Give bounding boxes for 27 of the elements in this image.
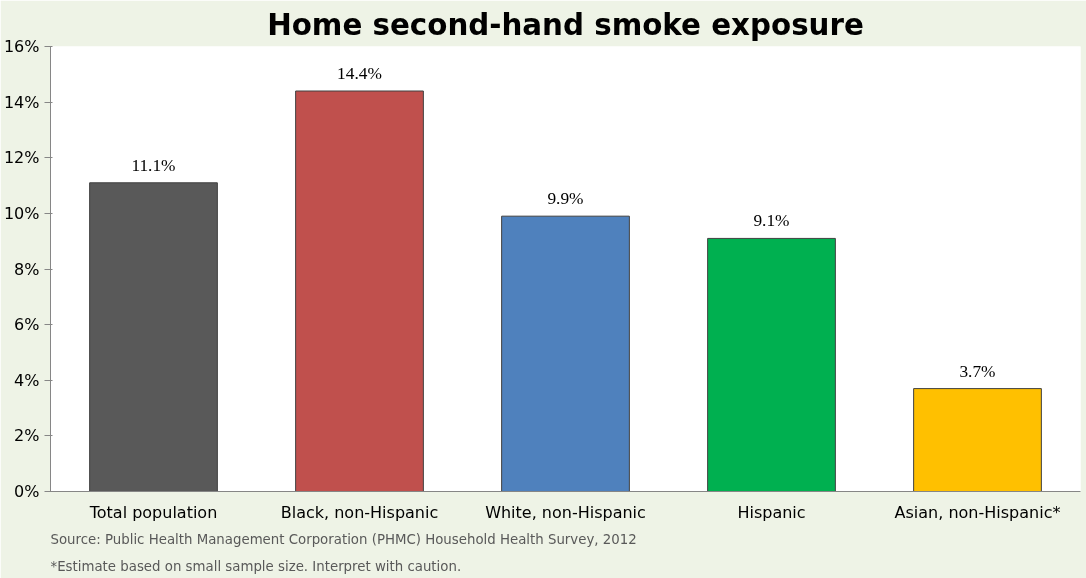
x-tick-label: Hispanic: [737, 502, 806, 522]
y-tick-label: 14%: [3, 92, 40, 112]
data-label: 9.9%: [547, 189, 584, 209]
bar: [89, 182, 218, 492]
source-note: Source: Public Health Management Corporation (PHMC) Household Health Survey, 2012: [50, 531, 637, 547]
y-tick-label: 12%: [3, 148, 40, 168]
y-tick-label: 6%: [14, 315, 40, 335]
bar: [913, 388, 1042, 492]
y-tick-label: 8%: [14, 259, 40, 279]
data-label: 14.4%: [337, 64, 382, 83]
x-tick-label: Black, non-Hispanic: [280, 502, 439, 522]
y-tick-label: 16%: [3, 37, 40, 56]
data-label: 11.1%: [131, 155, 176, 175]
text: *Estimate based on small sample size. Interpret with caution.: [50, 558, 462, 574]
x-tick-label: Total population: [88, 502, 218, 522]
data-label: 3.7%: [959, 361, 996, 381]
bar: [707, 237, 836, 492]
data-label: 9.1%: [753, 211, 790, 231]
bar: [501, 215, 630, 492]
y-tick-label: 0%: [14, 482, 40, 501]
chart-title: Home second-hand smoke exposure: [267, 7, 864, 42]
y-tick-label: 4%: [14, 370, 40, 390]
y-tick-label: 2%: [14, 426, 40, 446]
y-tick-label: 10%: [3, 203, 40, 223]
bar: [295, 90, 424, 492]
x-tick-label: White, non-Hispanic: [485, 502, 646, 522]
x-tick-label: Asian, non-Hispanic*: [894, 502, 1061, 522]
